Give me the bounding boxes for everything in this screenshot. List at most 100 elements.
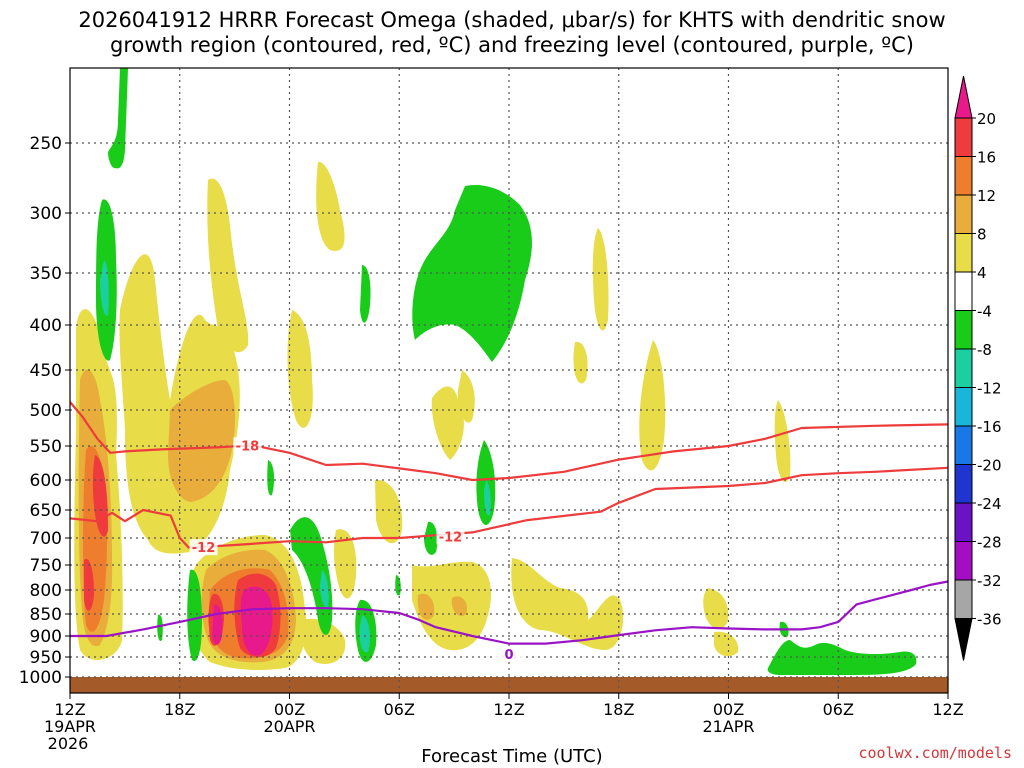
- omega-area-positive-16: [84, 559, 94, 611]
- omega-area-positive-4: [375, 479, 403, 544]
- pressure-tick-label: 350: [30, 264, 62, 284]
- chart-title-line-2: growth region (contoured, red, ºC) and f…: [110, 33, 914, 57]
- colorbar-label: 16: [977, 149, 996, 167]
- time-tick-label: 06Z: [384, 700, 415, 719]
- temperature-contours: [70, 401, 948, 645]
- pressure-tick-label: 650: [30, 501, 62, 521]
- colorbar-segment: [954, 502, 973, 542]
- colorbar-segment: [954, 387, 973, 427]
- time-tick-label: 12Z: [493, 700, 524, 719]
- colorbar-segment: [954, 348, 973, 388]
- omega-area-positive-4: [333, 529, 357, 599]
- omega-area-negative-8: [320, 570, 329, 609]
- colorbar-label: -36: [977, 611, 1002, 629]
- time-tick-year: 2026: [48, 734, 89, 753]
- contour-label-bg: [189, 539, 218, 556]
- pressure-tick-label: 800: [30, 581, 62, 601]
- omega-area-positive-4: [774, 400, 791, 483]
- contour-line-freezing-level: [70, 580, 948, 645]
- colorbar-arrow-top: [954, 75, 973, 119]
- pressure-tick-label: 600: [30, 471, 62, 491]
- colorbar-segment: [954, 425, 973, 465]
- pressure-tick-label: 550: [30, 437, 62, 457]
- colorbar-label: -28: [977, 534, 1002, 552]
- omega-area-positive-20: [240, 586, 273, 656]
- pressure-tick-label: 700: [30, 529, 62, 549]
- pressure-tick-label: 850: [30, 605, 62, 625]
- colorbar-label: 20: [977, 110, 996, 128]
- colorbar-arrow-bottom: [954, 618, 973, 661]
- omega-area-positive-4: [316, 161, 345, 251]
- omega-area-negative-4: [395, 575, 401, 596]
- pressure-tick-label: 300: [30, 204, 62, 224]
- omega-area-negative-8: [359, 615, 370, 653]
- colorbar-label: -16: [977, 418, 1002, 436]
- omega-shaded-field: [74, 68, 917, 675]
- time-tick-label: 00Z: [274, 700, 305, 719]
- pressure-axis: 2503003504004505005506006507007508008509…: [19, 134, 70, 688]
- colorbar-segment: [954, 464, 973, 504]
- omega-area-positive-4: [639, 340, 666, 471]
- colorbar-segment: [954, 117, 973, 157]
- time-tick-date: 21APR: [702, 717, 754, 736]
- omega-area-positive-4: [511, 558, 624, 650]
- time-tick-label: 12Z: [54, 700, 85, 719]
- pressure-tick-label: 450: [30, 361, 62, 381]
- colorbar-label: -20: [977, 457, 1002, 475]
- colorbar-segment: [954, 156, 973, 196]
- colorbar-label: 8: [977, 226, 987, 244]
- time-tick-label: 06Z: [823, 700, 854, 719]
- omega-area-positive-4: [287, 310, 313, 428]
- omega-area-positive-4: [714, 631, 739, 657]
- time-tick-date: 20APR: [263, 717, 315, 736]
- colorbar-label: -4: [977, 303, 992, 321]
- omega-area-negative-4: [767, 640, 917, 675]
- contour-label-bg: [436, 528, 465, 545]
- time-tick-label: 18Z: [164, 700, 195, 719]
- colorbar-segment: [954, 233, 973, 273]
- omega-area-positive-4: [703, 588, 729, 629]
- pressure-tick-label: 950: [30, 648, 62, 668]
- pressure-tick-label: 1000: [19, 668, 62, 688]
- pressure-tick-label: 500: [30, 401, 62, 421]
- colorbar-segment: [954, 541, 973, 581]
- omega-area-negative-4: [360, 265, 371, 323]
- time-tick-label: 00Z: [713, 700, 744, 719]
- site-credit: coolwx.com/models: [858, 744, 1012, 762]
- contour-label-bg: [233, 437, 262, 454]
- colorbar-label: 4: [977, 264, 987, 282]
- contour-line-dgz-bottom: [70, 466, 948, 549]
- omega-area-positive-4: [431, 386, 464, 460]
- colorbar-segment: [954, 310, 973, 350]
- contour-labels: -18 -12 -12 0: [189, 437, 523, 663]
- omega-area-positive-4: [592, 228, 609, 331]
- contour-label: 0: [504, 648, 513, 663]
- pressure-tick-label: 900: [30, 627, 62, 647]
- omega-area-negative-4: [267, 460, 275, 496]
- omega-area-negative-4: [108, 68, 128, 169]
- colorbar-segment: [954, 194, 973, 234]
- omega-area-positive-4: [573, 341, 588, 384]
- colorbar-label: -32: [977, 572, 1002, 590]
- pressure-tick-label: 400: [30, 316, 62, 336]
- omega-area-positive-8: [451, 596, 468, 617]
- colorbar-label: -12: [977, 380, 1002, 398]
- omega-area-positive-4: [299, 618, 346, 664]
- omega-area-negative-4: [157, 614, 163, 641]
- contour-line-dgz-top: [70, 401, 948, 482]
- pressure-tick-label: 750: [30, 556, 62, 576]
- omega-area-negative-4: [187, 569, 202, 661]
- omega-area-negative-8: [100, 260, 109, 316]
- omega-area-negative-4: [290, 517, 333, 635]
- contour-label: -18: [236, 439, 260, 454]
- omega-area-negative-8: [484, 480, 491, 516]
- omega-area-positive-4: [207, 178, 249, 353]
- time-tick-label: 18Z: [603, 700, 634, 719]
- colorbar-label: 12: [977, 187, 996, 205]
- time-tick-date: 19APR: [44, 717, 96, 736]
- chart-title-line-1: 2026041912 HRRR Forecast Omega (shaded, …: [78, 8, 946, 32]
- ground-below-surface: [70, 677, 948, 693]
- omega-area-positive-4: [412, 561, 492, 651]
